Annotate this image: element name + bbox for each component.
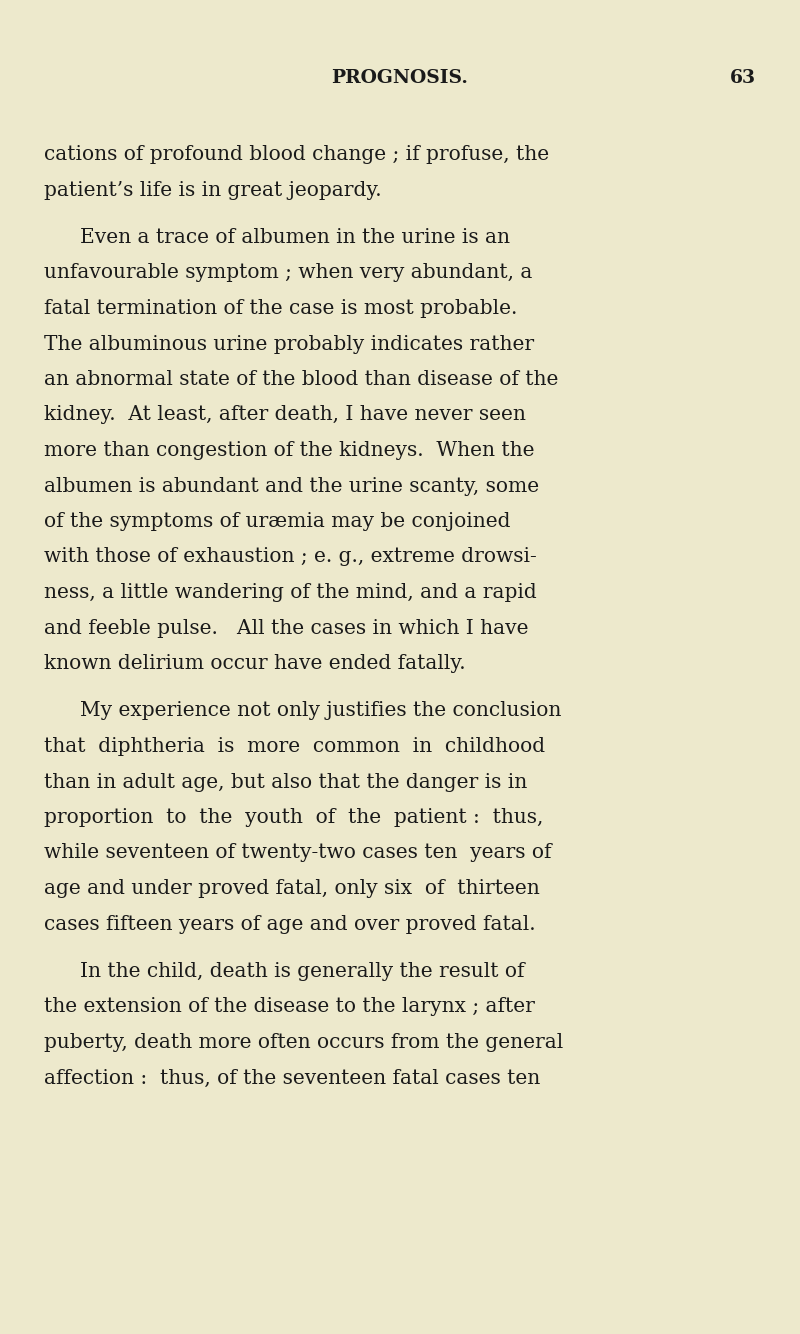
Text: ness, a little wandering of the mind, and a rapid: ness, a little wandering of the mind, an… [44, 583, 537, 602]
Text: and feeble pulse.   All the cases in which I have: and feeble pulse. All the cases in which… [44, 619, 529, 638]
Text: age and under proved fatal, only six  of  thirteen: age and under proved fatal, only six of … [44, 879, 540, 898]
Text: patient’s life is in great jeopardy.: patient’s life is in great jeopardy. [44, 180, 382, 200]
Text: The albuminous urine probably indicates rather: The albuminous urine probably indicates … [44, 335, 534, 354]
Text: of the symptoms of uræmia may be conjoined: of the symptoms of uræmia may be conjoin… [44, 512, 510, 531]
Text: an abnormal state of the blood than disease of the: an abnormal state of the blood than dise… [44, 370, 558, 390]
Text: puberty, death more often occurs from the general: puberty, death more often occurs from th… [44, 1033, 563, 1053]
Text: unfavourable symptom ; when very abundant, a: unfavourable symptom ; when very abundan… [44, 264, 532, 283]
Text: In the child, death is generally the result of: In the child, death is generally the res… [80, 962, 525, 980]
Text: more than congestion of the kidneys.  When the: more than congestion of the kidneys. Whe… [44, 442, 534, 460]
Text: with those of exhaustion ; e. g., extreme drowsi-: with those of exhaustion ; e. g., extrem… [44, 547, 537, 567]
Text: kidney.  At least, after death, I have never seen: kidney. At least, after death, I have ne… [44, 406, 526, 424]
Text: proportion  to  the  youth  of  the  patient :  thus,: proportion to the youth of the patient :… [44, 808, 543, 827]
Text: albumen is abundant and the urine scanty, some: albumen is abundant and the urine scanty… [44, 476, 539, 495]
Text: known delirium occur have ended fatally.: known delirium occur have ended fatally. [44, 654, 466, 672]
Text: while seventeen of twenty-two cases ten  years of: while seventeen of twenty-two cases ten … [44, 843, 551, 863]
Text: than in adult age, but also that the danger is in: than in adult age, but also that the dan… [44, 772, 527, 791]
Text: affection :  thus, of the seventeen fatal cases ten: affection : thus, of the seventeen fatal… [44, 1069, 540, 1087]
Text: cases fifteen years of age and over proved fatal.: cases fifteen years of age and over prov… [44, 915, 536, 934]
Text: that  diphtheria  is  more  common  in  childhood: that diphtheria is more common in childh… [44, 736, 545, 756]
Text: Even a trace of albumen in the urine is an: Even a trace of albumen in the urine is … [80, 228, 510, 247]
Text: the extension of the disease to the larynx ; after: the extension of the disease to the lary… [44, 998, 535, 1017]
Text: My experience not only justifies the conclusion: My experience not only justifies the con… [80, 702, 562, 720]
Text: PROGNOSIS.: PROGNOSIS. [331, 69, 469, 87]
Text: fatal termination of the case is most probable.: fatal termination of the case is most pr… [44, 299, 518, 317]
Text: cations of profound blood change ; if profuse, the: cations of profound blood change ; if pr… [44, 145, 549, 164]
Text: 63: 63 [730, 69, 756, 87]
